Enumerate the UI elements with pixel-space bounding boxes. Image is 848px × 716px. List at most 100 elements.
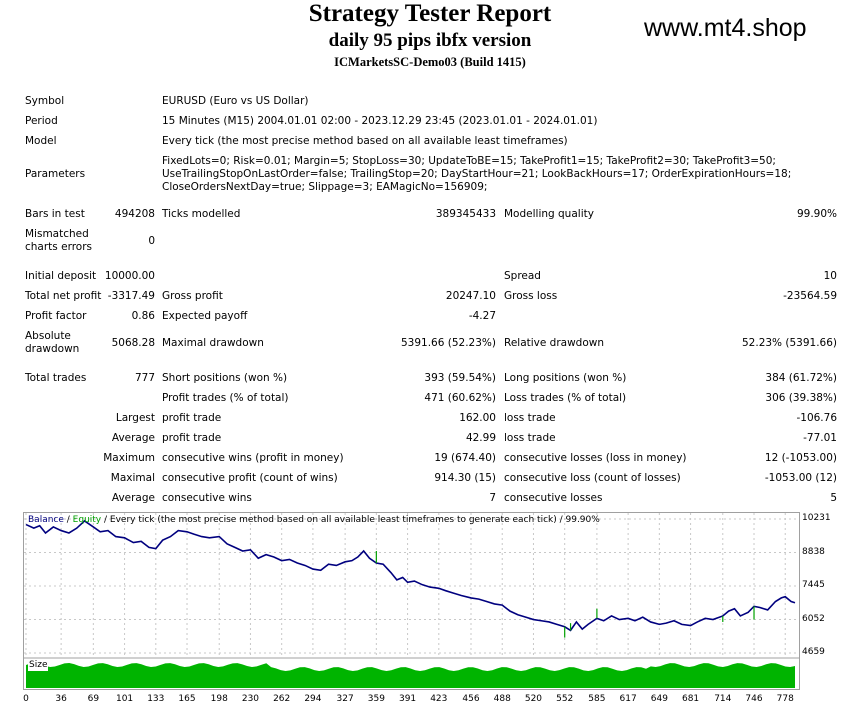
rel-drawdown-value: 52.23% (5391.66)	[742, 337, 837, 349]
x-tick-label: 294	[304, 694, 322, 704]
largest-loss-value: -106.76	[796, 412, 837, 424]
x-tick-label: 585	[588, 694, 606, 704]
average-profit-value: 42.99	[465, 432, 496, 444]
x-tick-label: 649	[650, 694, 668, 704]
x-tick-label: 681	[681, 694, 700, 704]
average-label: Average	[111, 432, 155, 444]
max-consec-profit-label: consecutive profit (count of wins)	[162, 472, 338, 484]
x-tick-label: 456	[462, 694, 480, 704]
avg-consec-wins-label: consecutive wins	[162, 492, 252, 504]
x-tick-label: 617	[619, 694, 637, 704]
x-tick-label: 552	[556, 694, 574, 704]
largest-profit-label: profit trade	[162, 412, 222, 424]
quality-value: 99.90%	[796, 208, 837, 220]
x-tick-label: 36	[55, 694, 67, 704]
profit-factor-label: Profit factor	[25, 310, 87, 322]
bars-value: 494208	[114, 208, 155, 220]
legend-balance: Balance	[28, 515, 64, 525]
expected-payoff-value: -4.27	[468, 310, 496, 322]
parameters-line-2: UseTrailingStopOnLastOrder=false; Traili…	[162, 168, 792, 180]
site-watermark: www.mt4.shop	[644, 14, 807, 42]
maximum-label: Maximum	[103, 452, 155, 464]
symbol-value: EURUSD (Euro vs US Dollar)	[162, 95, 309, 107]
spread-label: Spread	[504, 270, 541, 282]
x-tick-label: 778	[776, 694, 794, 704]
gross-loss-label: Gross loss	[504, 290, 558, 302]
period-label: Period	[25, 115, 58, 127]
avg-consec-wins-value: 7	[489, 492, 496, 504]
total-trades-label: Total trades	[25, 372, 87, 384]
gross-profit-label: Gross profit	[162, 290, 223, 302]
short-positions-value: 393 (59.54%)	[424, 372, 496, 384]
x-tick-label: 262	[273, 694, 291, 704]
gross-profit-value: 20247.10	[445, 290, 496, 302]
abs-drawdown-value: 5068.28	[111, 337, 155, 349]
max-consec-loss-value: -1053.00 (12)	[764, 472, 837, 484]
y-tick-label: 7445	[802, 580, 825, 590]
long-positions-label: Long positions (won %)	[504, 372, 627, 384]
x-tick-label: 359	[367, 694, 385, 704]
bars-label: Bars in test	[25, 208, 85, 220]
balance-line	[25, 519, 796, 632]
parameters-line-1: FixedLots=0; Risk=0.01; Margin=5; StopLo…	[162, 155, 776, 167]
max-consec-profit-value: 914.30 (15)	[434, 472, 496, 484]
deposit-value: 10000.00	[104, 270, 155, 282]
legend-separator: /	[63, 515, 73, 525]
y-tick-label: 8838	[802, 546, 825, 557]
short-positions-label: Short positions (won %)	[162, 372, 288, 384]
deposit-label: Initial deposit	[25, 270, 97, 282]
model-label: Model	[25, 135, 57, 147]
long-positions-value: 384 (61.72%)	[765, 372, 837, 384]
average-loss-label: loss trade	[504, 432, 556, 444]
period-value: 15 Minutes (M15) 2004.01.01 02:00 - 2023…	[162, 115, 598, 127]
legend-equity: Equity	[72, 515, 102, 525]
ticks-label: Ticks modelled	[162, 208, 241, 220]
x-tick-label: 101	[115, 694, 134, 704]
profit-factor-value: 0.86	[131, 310, 155, 322]
parameters-label: Parameters	[25, 168, 86, 180]
profit-trades-value: 471 (60.62%)	[424, 392, 496, 404]
x-tick-label: 714	[714, 694, 732, 704]
gross-loss-value: -23564.59	[783, 290, 837, 302]
total-trades-value: 777	[134, 372, 155, 384]
x-tick-label: 746	[745, 694, 763, 704]
maximal-label: Maximal	[110, 472, 155, 484]
symbol-label: Symbol	[25, 95, 65, 107]
x-tick-label: 520	[524, 694, 543, 704]
x-tick-label: 488	[493, 694, 511, 704]
largest-label: Largest	[115, 412, 155, 424]
abs-drawdown-label-2: drawdown	[25, 343, 80, 355]
size-panel-label: Size	[28, 660, 49, 671]
max-consec-wins-label: consecutive wins (profit in money)	[162, 452, 344, 464]
report-server: ICMarketsSC-Demo03 (Build 1415)	[334, 55, 526, 69]
max-consec-wins-value: 19 (674.40)	[434, 452, 496, 464]
average-loss-value: -77.01	[803, 432, 837, 444]
legend-description: / Every tick (the most precise method ba…	[101, 515, 600, 525]
x-tick-label: 69	[87, 694, 100, 704]
x-tick-label: 0	[23, 694, 29, 704]
spread-value: 10	[823, 270, 837, 282]
x-tick-label: 198	[210, 694, 228, 704]
avg-consec-losses-label: consecutive losses	[504, 492, 603, 504]
parameters-line-3: CloseOrdersNextDay=true; Slippage=3; EAM…	[162, 181, 488, 193]
largest-profit-value: 162.00	[459, 412, 496, 424]
model-value: Every tick (the most precise method base…	[162, 135, 568, 147]
profit-trades-label: Profit trades (% of total)	[162, 392, 289, 404]
y-tick-label: 6052	[802, 613, 825, 624]
avg-consec-losses-value: 5	[830, 492, 837, 504]
size-bars	[26, 663, 795, 688]
x-tick-label: 423	[430, 694, 448, 704]
expected-payoff-label: Expected payoff	[162, 310, 248, 322]
mismatch-label-1: Mismatched	[25, 228, 89, 240]
max-drawdown-value: 5391.66 (52.23%)	[401, 337, 496, 349]
y-tick-label: 10231	[802, 513, 831, 523]
loss-trades-label: Loss trades (% of total)	[504, 392, 627, 404]
x-tick-label: 133	[147, 694, 165, 704]
average-profit-label: profit trade	[162, 432, 222, 444]
net-profit-value: -3317.49	[107, 290, 155, 302]
ticks-value: 389345433	[435, 208, 496, 220]
loss-trades-value: 306 (39.38%)	[765, 392, 837, 404]
max-consec-losses-label: consecutive losses (loss in money)	[504, 452, 687, 464]
max-consec-loss-label: consecutive loss (count of losses)	[504, 472, 681, 484]
report-title: Strategy Tester Report	[308, 0, 552, 27]
